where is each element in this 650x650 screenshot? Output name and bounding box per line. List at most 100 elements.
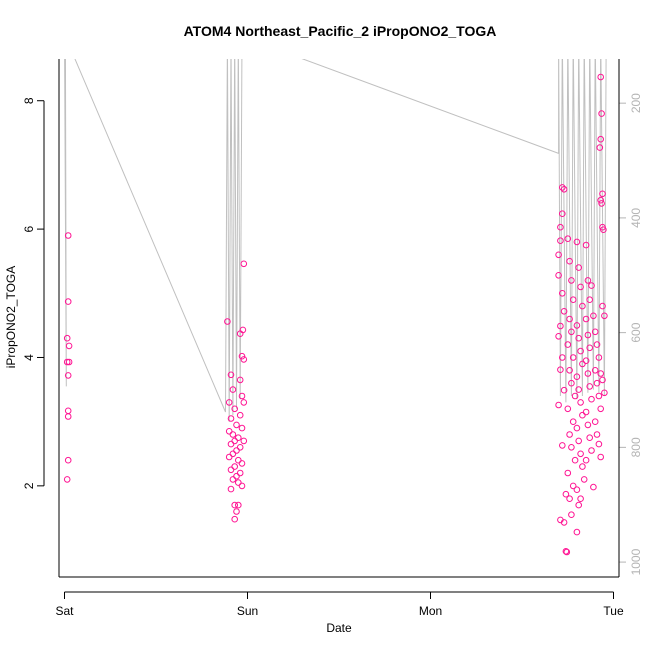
data-point xyxy=(584,370,592,377)
data-point xyxy=(568,511,575,519)
data-point xyxy=(64,298,72,305)
data-point xyxy=(235,501,242,509)
data-point xyxy=(573,486,581,494)
data-point xyxy=(65,342,73,350)
altitude-line xyxy=(64,59,607,422)
data-point xyxy=(582,241,590,249)
chart-title: ATOM4 Northeast_Pacific_2 iPropONO2_TOGA xyxy=(184,23,497,39)
data-point xyxy=(566,495,573,503)
y2-tick-label: 200 xyxy=(629,93,643,113)
data-point xyxy=(573,238,581,246)
data-point xyxy=(229,450,237,458)
data-point xyxy=(573,528,581,536)
y-axis-label: iPropONO2_TOGA xyxy=(4,266,18,368)
data-point xyxy=(593,431,601,438)
data-point xyxy=(229,386,237,393)
data-point xyxy=(225,453,233,461)
data-point xyxy=(579,463,586,470)
data-point xyxy=(579,360,586,368)
data-point xyxy=(571,456,579,464)
data-point xyxy=(575,334,583,342)
data-point xyxy=(559,354,566,361)
data-point xyxy=(564,341,572,348)
plot-area: Sat Sun Mon Tue 2 4 6 8 200 400 600 800 1000 xyxy=(22,59,643,618)
data-point xyxy=(227,440,235,448)
data-point xyxy=(566,257,573,265)
data-point xyxy=(238,392,246,400)
data-point xyxy=(560,519,568,526)
data-point xyxy=(559,290,566,297)
data-point xyxy=(229,431,237,438)
data-point xyxy=(227,371,235,379)
data-point xyxy=(240,399,248,406)
data-point xyxy=(240,260,248,268)
data-point xyxy=(595,392,603,400)
data-point xyxy=(64,407,72,415)
data-point xyxy=(566,431,573,438)
y2-tick-label: 1000 xyxy=(629,548,643,575)
data-point xyxy=(231,437,238,445)
data-point xyxy=(555,333,562,340)
data-point xyxy=(240,437,248,445)
data-point xyxy=(564,235,572,242)
data-point xyxy=(595,354,603,361)
data-point xyxy=(597,73,605,81)
data-point xyxy=(582,357,590,365)
data-point xyxy=(577,399,584,406)
data-point xyxy=(599,302,606,310)
y2-tick-label: 600 xyxy=(629,322,643,342)
data-point xyxy=(582,456,590,464)
data-point xyxy=(63,334,71,342)
y-tick-label: 2 xyxy=(22,482,36,489)
data-point xyxy=(65,358,73,366)
data-point xyxy=(64,413,72,420)
data-point xyxy=(598,200,605,207)
data-point xyxy=(231,501,238,509)
data-point xyxy=(236,444,244,451)
y-tick-label: 8 xyxy=(22,97,36,104)
data-point xyxy=(236,376,244,384)
data-point xyxy=(590,483,597,491)
data-point xyxy=(231,515,238,523)
data-point xyxy=(569,296,577,304)
data-point xyxy=(64,372,72,379)
data-point xyxy=(560,308,568,315)
data-point xyxy=(236,469,244,477)
data-point xyxy=(577,495,584,503)
data-point xyxy=(560,186,568,193)
x-tick-label: Sun xyxy=(237,604,258,618)
data-point xyxy=(590,312,597,320)
data-point xyxy=(568,444,575,451)
data-point xyxy=(575,437,583,445)
data-point xyxy=(586,344,594,352)
data-point xyxy=(569,354,577,361)
data-point xyxy=(586,296,594,304)
data-point xyxy=(584,277,592,284)
data-point xyxy=(575,501,583,509)
data-point xyxy=(557,237,564,244)
data-point xyxy=(64,232,72,239)
data-point xyxy=(63,358,71,366)
data-point xyxy=(564,405,572,413)
data-point xyxy=(562,548,570,555)
data-point xyxy=(227,466,235,474)
data-point xyxy=(569,482,577,490)
data-point xyxy=(559,442,566,449)
data-point xyxy=(233,447,240,454)
data-point xyxy=(580,476,588,483)
data-point xyxy=(233,472,240,480)
data-point xyxy=(225,399,233,406)
data-point xyxy=(233,508,240,515)
data-point xyxy=(238,460,246,467)
data-point xyxy=(227,415,235,422)
data-point xyxy=(555,401,562,409)
data-point xyxy=(231,405,238,413)
data-point xyxy=(555,251,562,259)
data-point xyxy=(233,421,240,429)
data-point xyxy=(577,450,584,458)
data-point xyxy=(235,456,242,464)
data-point xyxy=(598,110,605,117)
data-point xyxy=(597,196,605,204)
data-point xyxy=(582,408,590,416)
